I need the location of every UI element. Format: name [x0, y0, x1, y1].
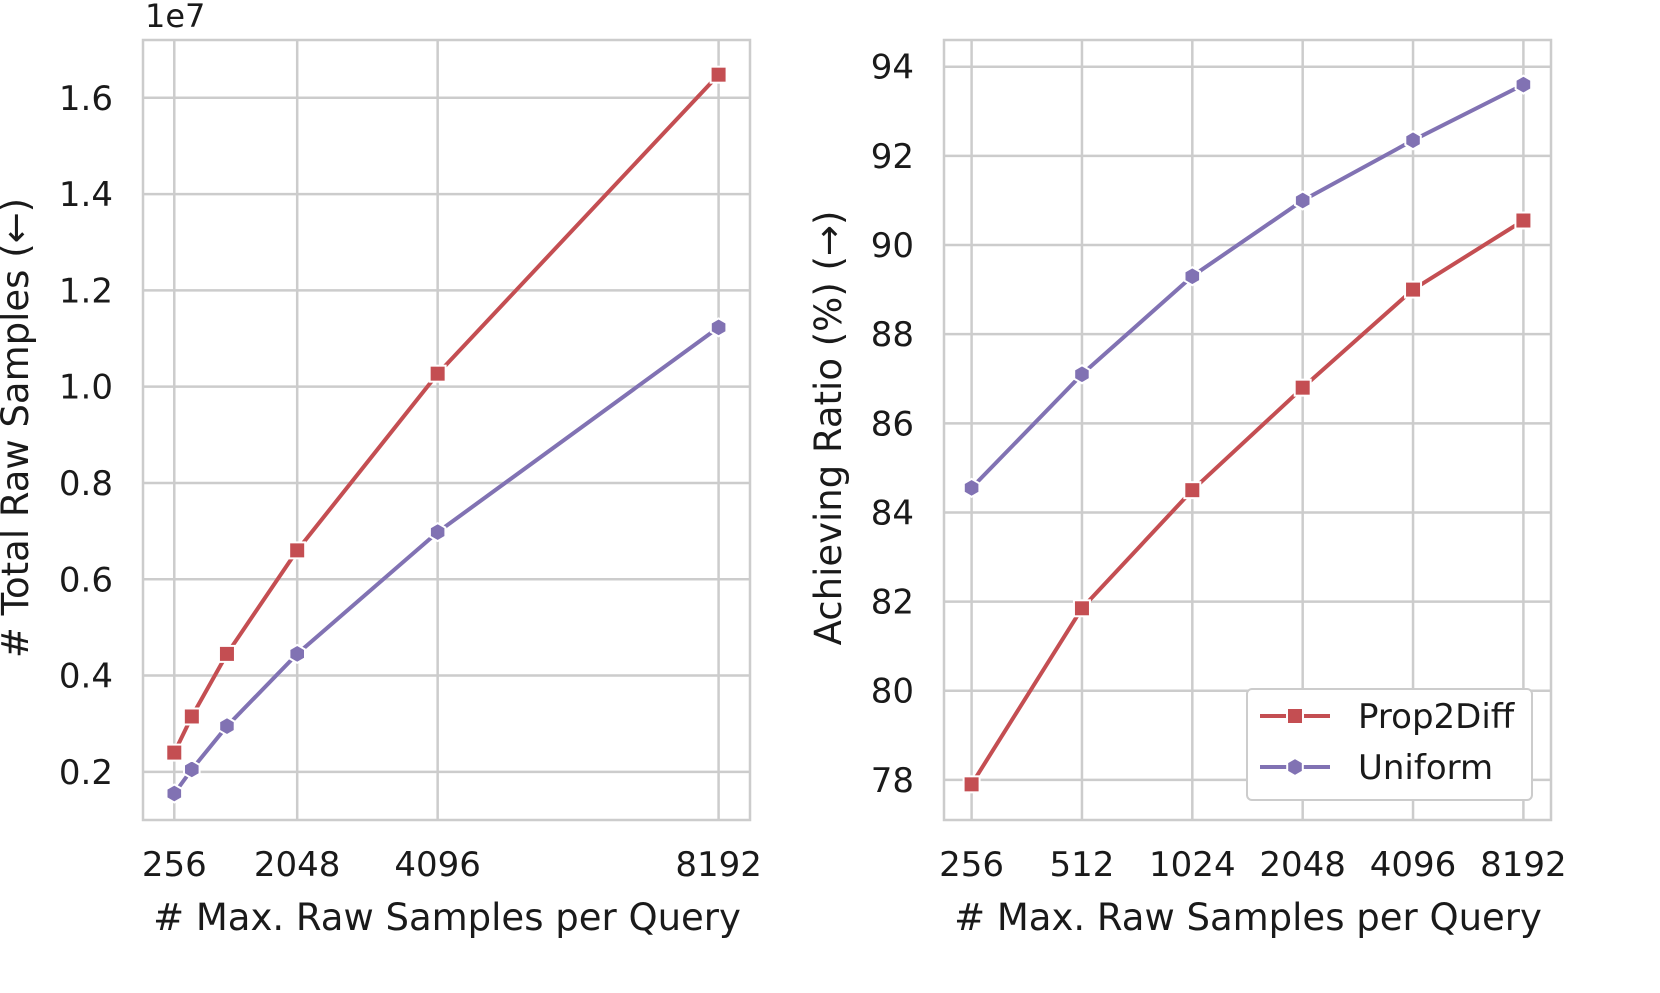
y-tick-label: 1.6 [59, 79, 113, 119]
x-tick-label: 4096 [394, 845, 481, 885]
y-tick-label: 0.6 [59, 560, 113, 600]
data-point-uniform [1293, 190, 1312, 211]
x-tick-label: 256 [939, 845, 1004, 885]
y-tick-label: 1.0 [59, 368, 113, 408]
data-point-prop2diff [962, 775, 981, 794]
right-x-ticks: 256 512 1024 2048 4096 8192 [939, 845, 1567, 885]
data-point-uniform [1404, 130, 1422, 151]
y-tick-label: 1.2 [59, 271, 113, 311]
x-tick-label: 4096 [1370, 845, 1457, 885]
data-point-uniform [1073, 364, 1091, 385]
data-point-prop2diff [182, 707, 201, 726]
y-tick-label: 0.8 [59, 464, 113, 504]
y-tick-label: 1.4 [59, 175, 113, 215]
x-tick-label: 256 [142, 845, 207, 885]
right-y-axis-label: Achieving Ratio (%) (→) [807, 211, 850, 646]
legend-label-uniform: Uniform [1358, 748, 1493, 788]
right-series [962, 74, 1533, 794]
series-line-uniform [970, 82, 1525, 490]
right-grid [944, 40, 1551, 820]
legend-marker-uniform [1286, 756, 1304, 778]
y-tick-label: 90 [871, 226, 914, 266]
x-tick-label: 2048 [254, 845, 341, 885]
y-tick-label: 94 [871, 48, 914, 88]
x-tick-label: 1024 [1149, 845, 1236, 885]
y-tick-label: 86 [871, 404, 914, 444]
data-point-uniform [428, 521, 447, 543]
series-line-prop2diff [969, 218, 1525, 786]
y-tick-label: 80 [871, 672, 914, 712]
data-point-prop2diff [1293, 378, 1312, 397]
left-series [165, 65, 728, 804]
y-tick-label: 0.2 [59, 753, 113, 793]
series-line-prop2diff [172, 73, 721, 754]
left-plot: 256 2048 4096 8192 0.2 0.4 0.6 0.8 1.0 1.2 1.4 1.6… [0, 0, 762, 939]
left-plot-frame [141, 38, 752, 822]
data-point-prop2diff [1183, 481, 1202, 500]
data-point-uniform [1514, 74, 1533, 95]
right-x-axis-label: # Max. Raw Samples per Query [954, 896, 1542, 939]
x-tick-label: 512 [1050, 845, 1115, 885]
left-y-ticks: 0.2 0.4 0.6 0.8 1.0 1.2 1.4 1.6 [59, 79, 113, 793]
data-point-prop2diff [1404, 280, 1423, 299]
data-point-uniform [218, 715, 236, 737]
right-y-ticks: 78 80 82 84 86 88 90 92 94 [871, 48, 914, 801]
data-point-prop2diff [165, 743, 184, 762]
left-y-offset-label: 1e7 [145, 0, 205, 35]
left-grid [143, 40, 750, 820]
left-x-axis-label: # Max. Raw Samples per Query [153, 896, 741, 939]
legend-label-prop2diff: Prop2Diff [1358, 697, 1516, 737]
data-point-prop2diff [428, 364, 447, 383]
y-tick-label: 92 [871, 137, 914, 177]
data-point-prop2diff [1072, 599, 1091, 618]
right-plot: 256 512 1024 2048 4096 8192 78 80 82 84 86 88 90 92 9… [807, 38, 1567, 939]
y-tick-label: 82 [871, 583, 914, 623]
y-tick-label: 84 [871, 493, 914, 533]
data-point-prop2diff [288, 541, 307, 560]
series-line-uniform [172, 325, 720, 795]
data-point-prop2diff [217, 644, 236, 663]
y-tick-label: 0.4 [59, 657, 113, 697]
legend: Prop2Diff Uniform [1246, 688, 1533, 801]
data-point-prop2diff [1514, 211, 1533, 230]
data-point-uniform [288, 643, 306, 665]
x-tick-label: 2048 [1259, 845, 1346, 885]
data-point-prop2diff [709, 65, 728, 84]
data-point-uniform [962, 477, 981, 499]
left-y-axis-label: # Total Raw Samples (←) [0, 198, 37, 658]
data-point-uniform [183, 759, 201, 780]
data-point-uniform [1183, 266, 1202, 287]
left-x-ticks: 256 2048 4096 8192 [142, 845, 762, 885]
data-point-uniform [709, 317, 728, 338]
y-tick-label: 88 [871, 315, 914, 355]
data-point-uniform [165, 783, 184, 804]
y-tick-label: 78 [871, 761, 914, 801]
legend-marker-prop2diff [1286, 707, 1304, 725]
x-tick-label: 8192 [1480, 845, 1567, 885]
right-plot-frame [942, 38, 1553, 822]
x-tick-label: 8192 [675, 845, 762, 885]
